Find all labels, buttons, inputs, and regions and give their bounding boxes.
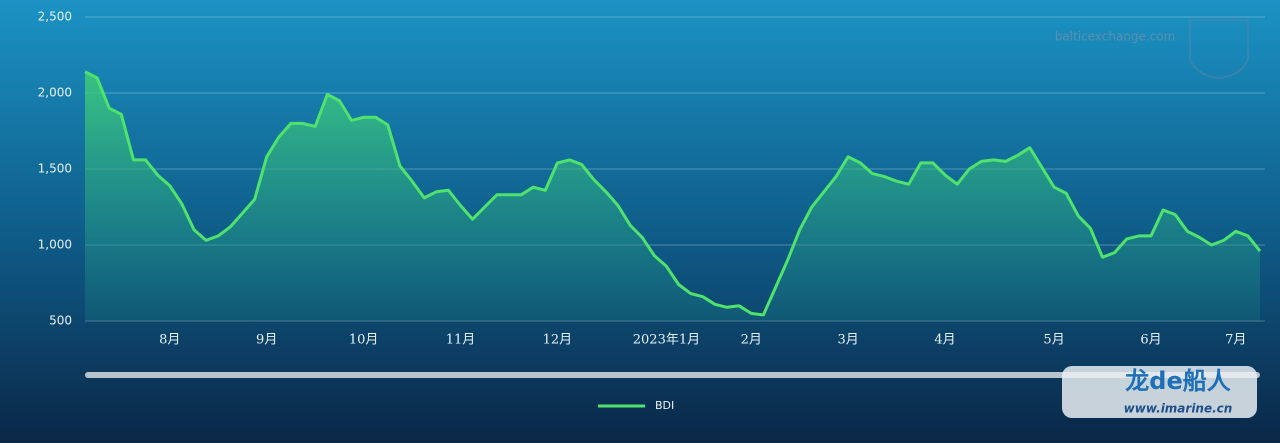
overlay-url: www.imarine.cn bbox=[1124, 402, 1233, 416]
scrollbar[interactable] bbox=[85, 372, 1260, 378]
watermark: balticexchange.com bbox=[1055, 30, 1176, 44]
y-tick-label: 2,000 bbox=[38, 86, 72, 100]
x-tick-label: 5月 bbox=[1043, 333, 1064, 348]
legend-label: BDI bbox=[655, 399, 674, 412]
x-tick-label: 10月 bbox=[349, 333, 379, 348]
y-tick-label: 2,500 bbox=[38, 10, 72, 24]
overlay-brand: 龙de船人 bbox=[1125, 367, 1230, 395]
logo bbox=[1189, 19, 1249, 80]
x-tick-label: 2月 bbox=[741, 333, 762, 348]
y-tick-label: 500 bbox=[49, 314, 72, 328]
x-tick-label: 12月 bbox=[543, 333, 573, 348]
x-tick-label: 8月 bbox=[159, 333, 180, 348]
x-tick-label: 7月 bbox=[1225, 333, 1246, 348]
line bbox=[84, 70, 1262, 317]
x-tick-label: 2023年1月 bbox=[633, 333, 700, 348]
x-tick-label: 9月 bbox=[256, 333, 277, 348]
overlay-badge bbox=[1062, 366, 1257, 418]
y-tick-label: 1,500 bbox=[38, 162, 72, 176]
x-tick-label: 6月 bbox=[1140, 333, 1161, 348]
x-tick-label: 4月 bbox=[934, 333, 955, 348]
x-tick-label: 11月 bbox=[446, 333, 476, 348]
x-tick-label: 3月 bbox=[838, 333, 859, 348]
y-tick-label: 1,000 bbox=[38, 238, 72, 252]
area bbox=[85, 71, 1260, 321]
